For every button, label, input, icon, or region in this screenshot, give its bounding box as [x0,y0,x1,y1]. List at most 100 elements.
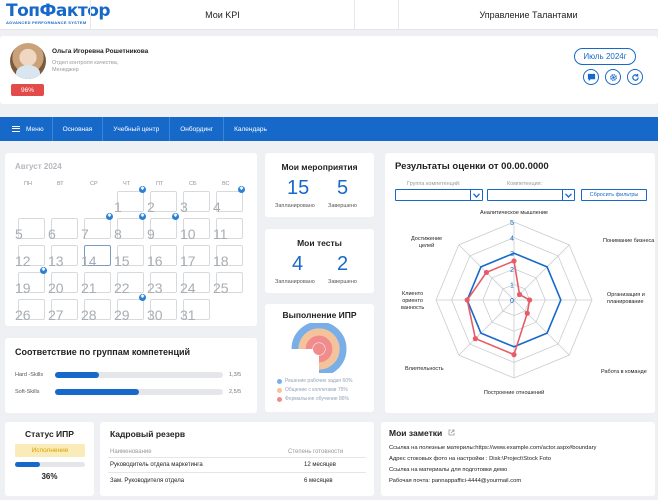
radar-axis-line [458,299,515,356]
calendar-day-number: 30 [147,307,163,323]
reserve-title: Кадровый резерв [110,429,186,439]
settings-button[interactable] [605,69,621,85]
menu-item-main[interactable]: Основная [53,117,104,141]
event-marker-icon[interactable]: ✱ [139,213,146,220]
calendar-day[interactable] [18,299,45,320]
radar-tick-label: 3 [510,251,514,258]
refresh-button[interactable] [627,69,643,85]
note-item[interactable]: Ссылка на материалы для подготовки демо [389,467,508,473]
filter-competence-select[interactable] [487,189,575,201]
calendar-day[interactable] [117,245,144,266]
event-marker-icon[interactable]: ✱ [139,186,146,193]
note-item[interactable]: Рабочая почта: pannappaffici-4444@yourma… [389,478,522,484]
radar-axis-label-line: Аналитическое мышление [479,209,548,216]
filter-group-select[interactable] [395,189,483,201]
reserve-col-name: Наименование [110,449,152,455]
main-menu-bar: Меню Основная Учебный центр Онбординг Ка… [0,117,658,141]
calendar-day[interactable] [117,218,144,239]
calendar-day[interactable] [183,272,210,293]
calendar-day-number: 15 [114,253,130,269]
calendar-day[interactable] [84,218,111,239]
calendar-day[interactable] [18,245,45,266]
radar-data-point[interactable] [472,336,478,342]
calendar-day[interactable] [51,245,78,266]
reset-filters-button[interactable]: Сбросить фильтры [581,189,647,201]
calendar-day[interactable] [216,218,243,239]
radar-axis-label-line: Организация и [607,292,645,298]
calendar-day[interactable] [117,272,144,293]
ipr-ring-colleagues [298,328,340,370]
calendar-day[interactable] [51,272,78,293]
external-link-icon[interactable] [448,429,455,436]
calendar-day[interactable] [216,245,243,266]
event-marker-icon[interactable]: ✱ [106,213,113,220]
gear-icon [609,73,617,81]
events-planned-value: 15 [287,177,310,199]
my-events-card: Мои мероприятия 15 5 Запланировано Завер… [265,153,374,217]
nav-talent-management[interactable]: Управление Талантами [398,0,658,30]
radar-data-point[interactable] [483,269,490,276]
legend-label: Общение с коллегами 75% [285,387,348,393]
calendar-day[interactable] [117,191,144,212]
notes-title-text: Мои заметки [389,428,443,438]
menu-item-calendar[interactable]: Календарь [234,125,267,133]
radar-data-point[interactable] [524,310,530,316]
calendar-day[interactable] [117,299,144,320]
weekday-label: ЧТ [123,181,131,187]
calendar-day[interactable] [51,299,78,320]
calendar-day[interactable] [18,272,45,293]
radar-axis-label-line: ориенто [402,297,423,304]
weekday-label: СБ [189,181,197,187]
weekday-label: СР [90,181,98,187]
calendar-day[interactable] [150,299,177,320]
event-marker-icon[interactable]: ✱ [172,213,179,220]
radar-data-point[interactable] [511,258,517,264]
calendar-day[interactable] [150,245,177,266]
event-marker-icon[interactable]: ✱ [40,267,47,274]
radar-data-point[interactable] [464,297,470,303]
chat-button[interactable] [583,69,599,85]
menu-item-training-center[interactable]: Учебный центр [103,117,171,141]
note-item[interactable]: Ссылка на полезные материлы:https://www.… [389,445,597,451]
profile-name: Ольга Игоревна Рошетникова [52,48,149,55]
menu-item-onboarding[interactable]: Онбординг [170,117,225,141]
calendar-day-number: 31 [180,307,196,323]
event-marker-icon[interactable]: ✱ [238,186,245,193]
calendar-day[interactable] [150,191,177,212]
ipr-status-bar-fill [15,462,41,467]
calendar-day[interactable] [18,218,45,239]
calendar-day[interactable] [150,272,177,293]
calendar-day[interactable] [150,218,177,239]
soft-skills-value: 2,5/5 [229,389,242,395]
calendar-day[interactable] [84,272,111,293]
divider [108,472,366,473]
calendar-day[interactable] [183,218,210,239]
menu-toggle[interactable]: Меню [0,117,53,141]
calendar-day[interactable] [84,299,111,320]
calendar-day[interactable] [183,299,210,320]
calendar-day-today[interactable] [84,245,111,266]
calendar-day[interactable] [216,191,243,212]
tests-title: Мои тесты [297,238,342,248]
calendar-day[interactable] [183,245,210,266]
month-selector-button[interactable]: Июль 2024г [574,48,636,65]
radar-axis-label-line: Влиятельность [405,365,444,372]
menu-label: Меню [26,125,44,133]
radar-axis-label: Аналитическое мышление [464,210,564,217]
divider [108,457,366,458]
notes-title: Мои заметки [389,428,455,438]
radar-data-point[interactable] [516,291,523,298]
radar-data-point[interactable] [511,352,517,358]
note-item[interactable]: Адрес стоковых фото на настройки : Disk:… [389,456,551,462]
radar-data-point[interactable] [527,297,533,303]
nav-my-kpi[interactable]: Мои KPI [90,0,355,30]
calendar-day-number: 10 [180,226,196,242]
calendar-day[interactable] [183,191,210,212]
calendar-day[interactable] [51,218,78,239]
event-marker-icon[interactable]: ✱ [139,294,146,301]
avatar[interactable] [10,43,46,79]
hard-skills-bar-fill [55,372,99,378]
calendar-day[interactable] [216,272,243,293]
calendar-day-number: 28 [81,307,97,323]
logo[interactable]: ТопФактор ADVANCED PERFORMANCE SYSTEM [6,3,111,26]
